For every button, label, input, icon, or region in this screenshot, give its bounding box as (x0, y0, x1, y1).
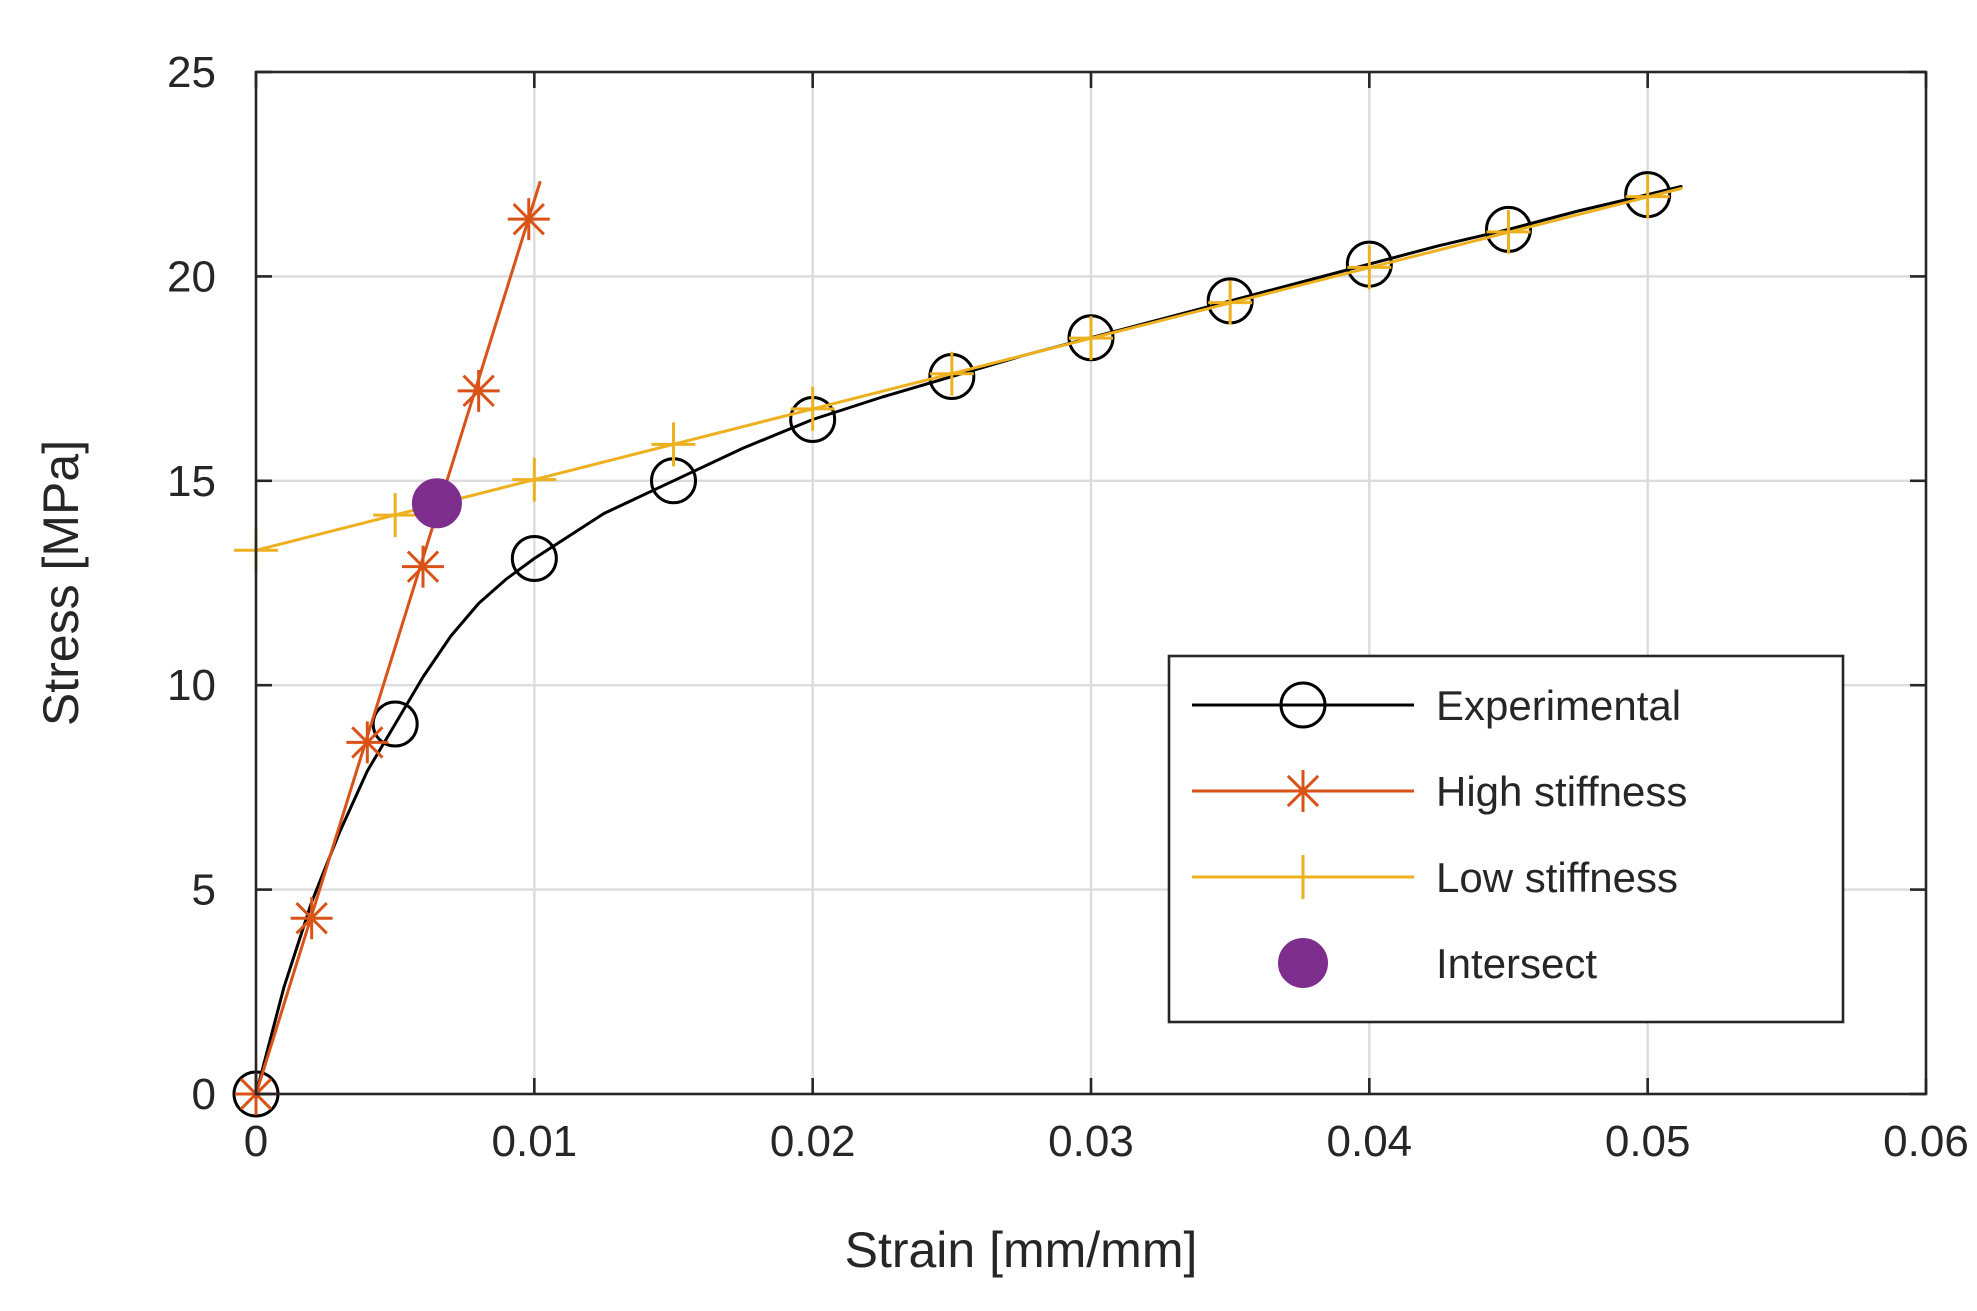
x-tick-labels: 0 0.01 0.02 0.03 0.04 0.05 0.06 (244, 1117, 1969, 1166)
data-point-high-stiffness (290, 897, 333, 940)
data-point-low-stiffness (1486, 209, 1531, 254)
y-tick-labels: 0 5 10 15 20 25 (167, 48, 216, 1119)
legend-swatch-marker (1281, 855, 1325, 899)
x-tick-label: 0.03 (1048, 1117, 1134, 1166)
data-point-low-stiffness (929, 351, 974, 396)
data-point-high-stiffness (507, 198, 550, 241)
data-point-low-stiffness (651, 422, 696, 467)
data-point-experimental (510, 534, 558, 582)
series-line-low-stiffness (254, 187, 1683, 552)
x-tick-label: 0 (244, 1117, 268, 1166)
legend: Experimental High stiffness Low stiffness I… (1167, 654, 1845, 1024)
y-tick-label: 10 (167, 661, 216, 710)
series-intersect (411, 478, 462, 529)
series-line-experimental (254, 185, 1683, 1096)
legend-item-intersect: Intersect (1278, 938, 1597, 988)
series-line-high-stiffness (254, 180, 542, 1096)
data-point-low-stiffness (1625, 174, 1670, 219)
data-point-high-stiffness (457, 369, 500, 412)
data-point-low-stiffness (790, 386, 835, 431)
x-tick-label: 0.01 (492, 1117, 578, 1166)
legend-label: Intersect (1436, 940, 1597, 987)
ticks (254, 70, 1928, 1096)
legend-swatch-marker (1278, 938, 1328, 988)
data-point-low-stiffness (1347, 245, 1392, 290)
y-tick-label: 20 (167, 252, 216, 301)
legend-swatch-marker (1282, 770, 1324, 812)
x-tick-label: 0.05 (1605, 1117, 1691, 1166)
y-tick-label: 0 (192, 1070, 216, 1119)
data-point-low-stiffness (1069, 316, 1113, 361)
y-axis-label: Stress [MPa] (33, 440, 89, 726)
legend-label: Low stiffness (1436, 854, 1678, 901)
y-tick-label: 25 (167, 48, 216, 97)
y-tick-label: 15 (167, 457, 216, 506)
data-point-intersect (411, 478, 462, 529)
x-tick-label: 0.02 (770, 1117, 856, 1166)
data-point-low-stiffness (512, 457, 557, 502)
legend-label: Experimental (1436, 682, 1681, 729)
data-point-experimental (371, 700, 419, 748)
data-point-low-stiffness (373, 493, 418, 538)
legend-item-experimental: Experimental (1192, 681, 1681, 729)
legend-item-low-stiffness: Low stiffness (1192, 854, 1678, 901)
data-point-low-stiffness (1208, 280, 1253, 325)
legend-label: High stiffness (1436, 768, 1687, 815)
x-tick-label: 0.06 (1883, 1117, 1969, 1166)
legend-item-high-stiffness: High stiffness (1192, 768, 1687, 815)
x-axis-label: Strain [mm/mm] (845, 1222, 1198, 1278)
x-tick-label: 0.04 (1327, 1117, 1413, 1166)
y-tick-label: 5 (192, 866, 216, 915)
data-point-high-stiffness (346, 721, 389, 764)
data-point-high-stiffness (402, 545, 444, 588)
legend-swatch-marker (1279, 681, 1327, 729)
